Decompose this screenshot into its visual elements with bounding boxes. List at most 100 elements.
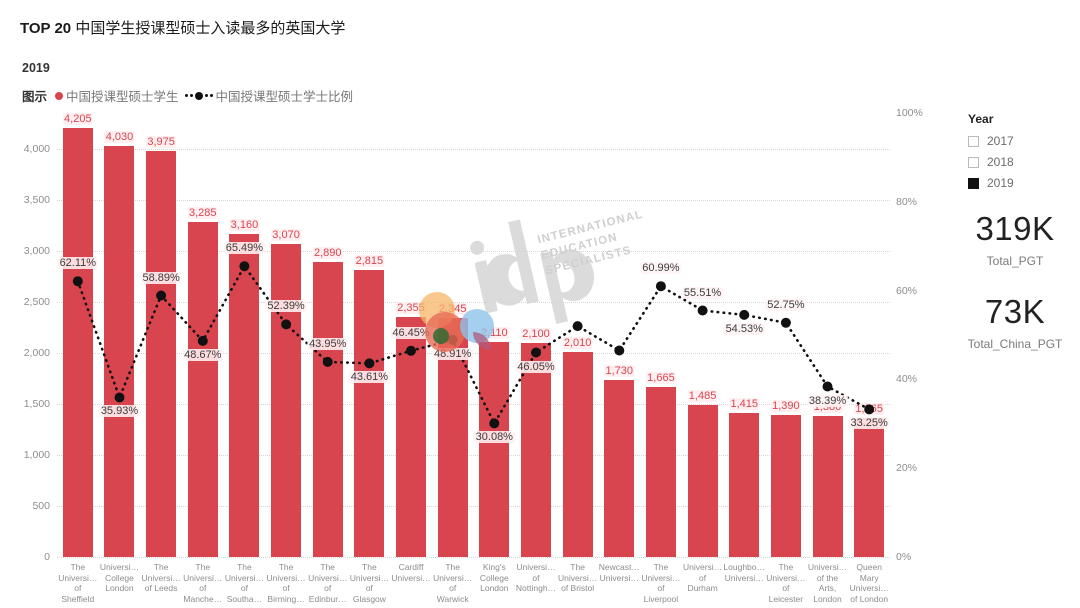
percent-label: 62.11% (57, 257, 99, 270)
gridline (57, 454, 890, 456)
bar[interactable] (729, 412, 760, 557)
legend-item-line[interactable]: 中国授课型硕士学士比例 (184, 86, 353, 105)
line-marker[interactable] (655, 281, 666, 292)
bar-value-label: 2,100 (521, 327, 551, 340)
year-filter-item-2019[interactable]: 2019 (968, 176, 1014, 190)
percent-label: 52.75% (765, 298, 807, 311)
bar[interactable] (104, 145, 135, 557)
percent-label: 38.39% (806, 394, 849, 407)
chart-subtitle-year: 2019 (22, 61, 50, 75)
y-axis-right-tick: 100% (896, 107, 923, 119)
y-axis-left-tick: 2,000 (23, 346, 50, 359)
legend-bar-marker-icon (55, 91, 64, 100)
bar-value-label: 2,345 (437, 302, 468, 315)
bar-value-label: 3,070 (271, 228, 301, 241)
line-marker[interactable] (780, 317, 791, 328)
bar[interactable] (770, 415, 801, 557)
y-axis-left-tick: 3,000 (23, 244, 50, 257)
bar[interactable] (604, 380, 635, 557)
year-filter-label: 2018 (987, 155, 1014, 169)
bar[interactable] (187, 221, 218, 557)
legend-item-bar[interactable]: 中国授课型硕士学生 (55, 86, 179, 105)
year-filter-item-2018[interactable]: 2018 (968, 155, 1014, 169)
x-axis-category-label: The Universi… of Leeds (141, 562, 181, 593)
bar[interactable] (645, 387, 676, 557)
title-rest: 中国学生授课型硕士入读最多的英国大学 (75, 20, 346, 37)
y-axis-right-tick: 80% (896, 195, 918, 208)
x-axis-category-label: The Universi… of Bristol (558, 562, 598, 593)
x-axis-category-label: Universi… of the Arts, London (807, 562, 848, 604)
bar-value-label: 1,365 (854, 402, 884, 415)
percent-label: 43.95% (307, 337, 349, 350)
x-axis-category-label: The Universi… of Warwick (433, 562, 473, 604)
percent-label: 54.53% (723, 322, 765, 335)
checkbox-icon[interactable] (968, 156, 979, 168)
line-marker[interactable] (739, 309, 750, 320)
right-panel: Year 2017 2018 2019 319K Total_PGT 73K Total_… (950, 0, 1080, 608)
line-series-layer (72, 261, 875, 429)
bar[interactable] (812, 416, 843, 557)
y-axis-right-tick: 40% (896, 373, 918, 386)
x-axis-category-label: The Universi… of Liverpool (641, 562, 681, 604)
y-axis-left-tick: 4,000 (23, 142, 50, 155)
bar-value-label: 1,665 (646, 372, 676, 385)
bar[interactable] (520, 342, 551, 557)
gridline (57, 199, 890, 201)
line-marker[interactable] (822, 381, 833, 392)
x-axis-category-label: Cardiff Universi… (391, 562, 431, 583)
year-filter-label: 2017 (987, 134, 1014, 148)
bar[interactable] (479, 341, 510, 557)
year-filter-item-2017[interactable]: 2017 (968, 134, 1014, 148)
bar-value-label: 2,815 (354, 254, 385, 267)
kpi-caption: Total_China_PGT (967, 337, 1063, 351)
bar[interactable] (229, 234, 260, 557)
x-axis-category-label: The Universi… of Birming… (266, 562, 306, 604)
bar-value-label: 1,485 (687, 390, 718, 403)
x-axis-category-label: The Universi… of Sheffield (58, 562, 98, 604)
bar[interactable] (687, 405, 718, 557)
checkbox-icon[interactable] (968, 135, 979, 147)
percent-label: 60.99% (640, 262, 682, 275)
y-axis-left-tick: 1,500 (23, 397, 50, 410)
x-axis-category-label: The Universi… of Glasgow (349, 562, 389, 604)
percent-label: 46.45% (390, 326, 432, 339)
x-axis-category-label: Loughbo… Universi… (723, 562, 766, 583)
y-axis-left-tick: 0 (44, 551, 50, 563)
gridline (57, 148, 890, 150)
line-marker[interactable] (572, 321, 583, 332)
x-axis-category-label: The Universi… of Leicester (766, 562, 806, 604)
bar-value-label: 3,285 (188, 206, 218, 219)
title-strong: TOP 20 (20, 20, 72, 37)
y-axis-left-tick: 1,000 (23, 448, 50, 461)
line-marker[interactable] (614, 345, 625, 356)
y-axis-left-tick: 500 (32, 499, 50, 512)
bar[interactable] (562, 351, 593, 557)
gridline (57, 250, 890, 252)
year-filter-label: 2019 (987, 176, 1014, 190)
bar[interactable] (271, 243, 302, 557)
gridline (57, 505, 890, 507)
bar[interactable] (312, 262, 343, 557)
line-marker[interactable] (697, 305, 708, 316)
legend-line-marker-icon (184, 91, 213, 100)
plot-area: 4,205 4,030 3,975 3,285 3,160 3,070 2,890 2,815… (57, 112, 890, 558)
bar[interactable] (146, 151, 177, 557)
x-axis-category-label: Universi… of Durham (682, 562, 723, 593)
bar[interactable] (396, 316, 427, 557)
percent-label: 43.61% (348, 371, 391, 384)
bar-value-label: 1,415 (729, 397, 759, 410)
kpi-value: 73K (984, 293, 1046, 330)
percent-label: 52.39% (265, 300, 307, 313)
y-axis-left-tick: 2,500 (23, 295, 50, 308)
gridline (57, 557, 890, 558)
y-axis-right-tick: 60% (896, 284, 918, 297)
bar[interactable] (62, 127, 93, 557)
x-axis-category-label: Newcast… Universi… (598, 562, 640, 583)
kpi-caption: Total_PGT (986, 254, 1044, 268)
checkbox-icon[interactable] (968, 177, 979, 189)
percent-label: 48.67% (182, 348, 224, 361)
bar[interactable] (854, 417, 885, 557)
bar-value-label: 2,110 (479, 326, 509, 339)
bar[interactable] (354, 269, 385, 557)
